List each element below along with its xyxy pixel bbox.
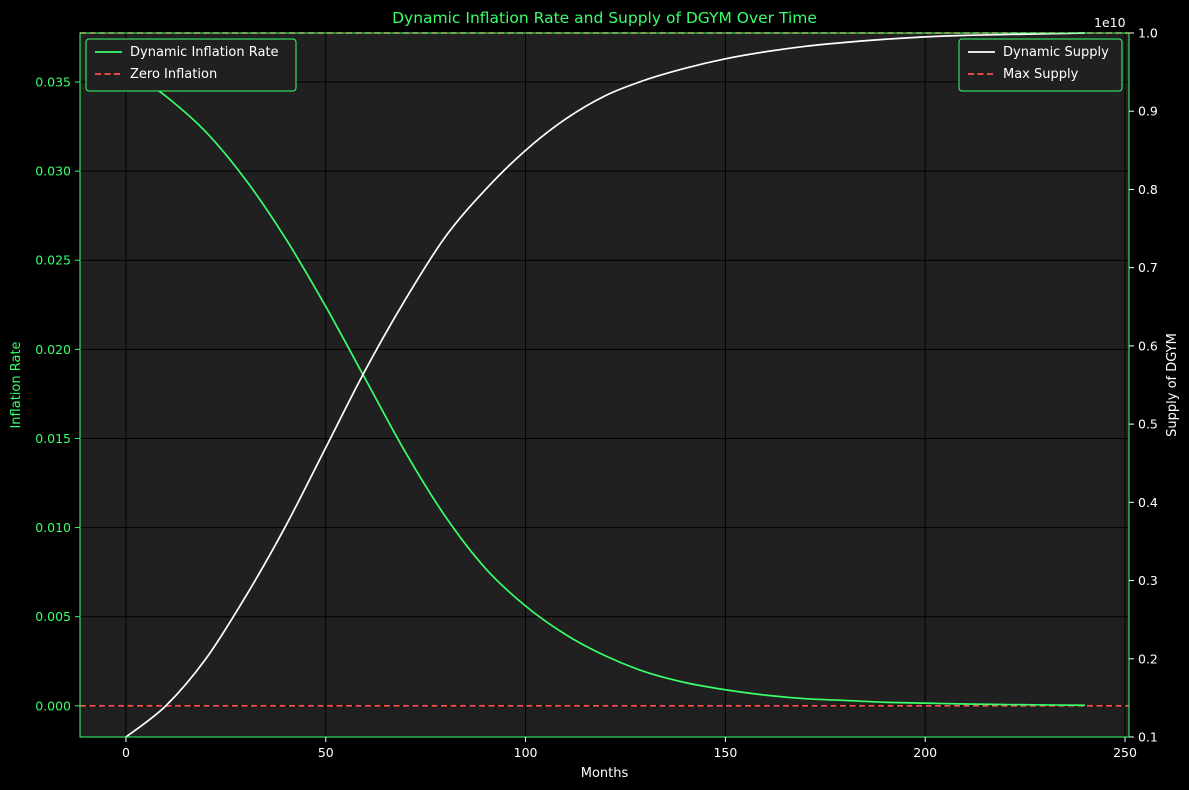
right-y-tick-label: 0.9: [1138, 104, 1158, 119]
right-y-tick-label: 1.0: [1138, 26, 1158, 41]
plot-frame: [79, 32, 1130, 738]
legend-box: [85, 38, 297, 92]
left-y-tick-label: 0.000: [35, 698, 71, 713]
left-y-tick-label: 0.025: [35, 253, 71, 268]
x-tick-label: 50: [318, 745, 334, 760]
x-axis-label: Months: [581, 766, 629, 781]
legend-entry: Dynamic Supply: [1003, 45, 1109, 60]
right-y-tick-label: 0.3: [1138, 573, 1158, 588]
x-tick-label: 150: [713, 745, 737, 760]
left-y-axis-label: Inflation Rate: [9, 341, 24, 428]
right-y-tick-label: 0.8: [1138, 182, 1158, 197]
left-y-tick-label: 0.010: [35, 520, 71, 535]
series-dynamic-inflation-rate: [125, 67, 1086, 707]
series-dynamic-supply: [125, 32, 1086, 738]
right-y-tick-label: 0.1: [1138, 730, 1158, 745]
right-y-tick-label: 0.4: [1138, 495, 1158, 510]
legend-right: Dynamic Supply Max Supply: [958, 38, 1123, 92]
left-y-axis: 0.000 0.005 0.010 0.015 0.020 0.025 0.030 0.035: [35, 75, 80, 713]
right-y-tick-label: 0.5: [1138, 417, 1158, 432]
x-tick-label: 250: [1113, 745, 1137, 760]
right-y-axis-label: Supply of DGYM: [1165, 333, 1180, 437]
right-y-axis: 0.1 0.2 0.3 0.4 0.5 0.6 0.7 0.8 0.9 1.0: [1129, 26, 1158, 745]
legend-entry: Dynamic Inflation Rate: [130, 45, 279, 60]
legend-left: Dynamic Inflation Rate Zero Inflation: [85, 38, 297, 92]
x-tick-label: 100: [514, 745, 538, 760]
legend-entry: Max Supply: [1003, 67, 1079, 82]
x-tick-label: 200: [913, 745, 937, 760]
chart-title: Dynamic Inflation Rate and Supply of DGY…: [392, 9, 817, 27]
right-y-tick-label: 0.7: [1138, 260, 1158, 275]
right-y-tick-label: 0.6: [1138, 338, 1158, 353]
left-y-tick-label: 0.035: [35, 75, 71, 90]
right-y-tick-label: 0.2: [1138, 651, 1158, 666]
right-axis-offset-text: 1e10: [1094, 15, 1126, 30]
left-y-tick-label: 0.015: [35, 431, 71, 446]
plot-area: [80, 33, 1129, 737]
x-tick-label: 0: [122, 745, 130, 760]
left-y-tick-label: 0.020: [35, 342, 71, 357]
legend-box: [958, 38, 1123, 92]
left-y-tick-label: 0.005: [35, 609, 71, 624]
left-y-tick-label: 0.030: [35, 164, 71, 179]
x-axis: 0 50 100 150 200 250: [122, 737, 1137, 760]
legend-entry: Zero Inflation: [130, 67, 217, 82]
